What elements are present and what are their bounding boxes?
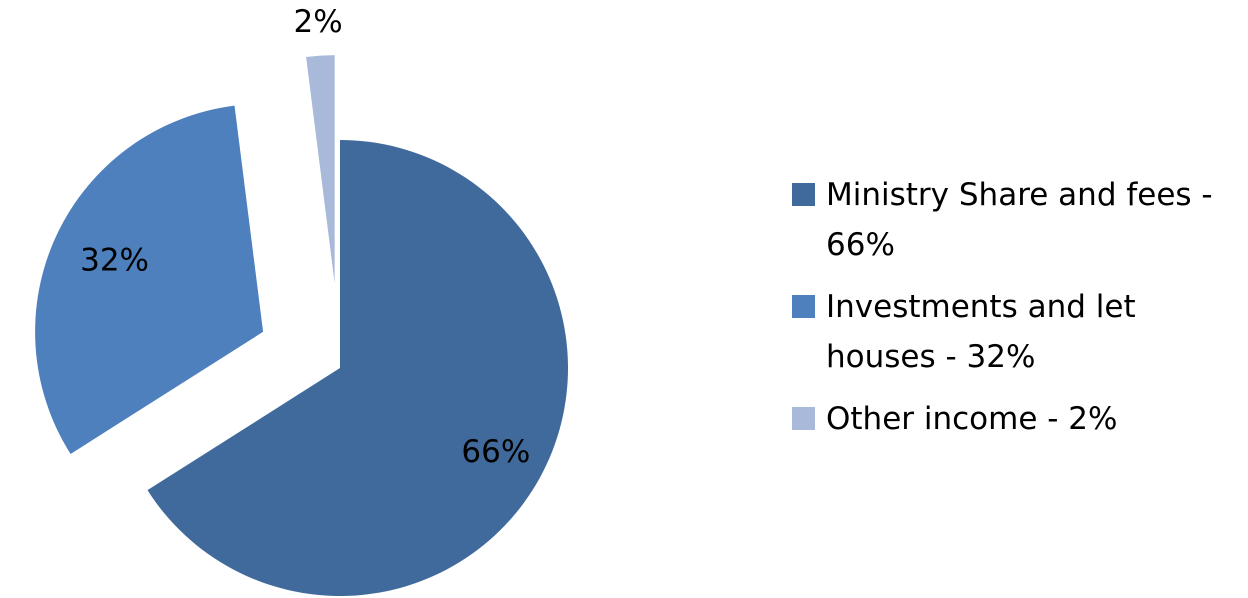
legend-label-ministry-share: Ministry Share and fees - 66% — [826, 177, 1213, 263]
pie-slice-2 — [306, 55, 335, 284]
legend-label-other-income: Other income - 2% — [826, 401, 1118, 437]
legend-item-other-income: Other income - 2% — [788, 394, 1238, 444]
legend-swatch-other-income — [792, 407, 815, 430]
pie-slice-0 — [147, 140, 569, 596]
pie-plot-area: 66% 32% 2% — [35, 4, 569, 596]
legend-swatch-investments — [792, 295, 815, 318]
legend-item-ministry-share: Ministry Share and fees - 66% — [788, 170, 1238, 270]
pie-data-label-1: 32% — [80, 242, 149, 278]
pie-slice-1 — [35, 105, 264, 454]
legend-item-investments: Investments and let houses - 32% — [788, 282, 1238, 382]
pie-data-label-2: 2% — [293, 4, 342, 40]
legend-swatch-ministry-share — [792, 183, 815, 206]
legend-label-investments: Investments and let houses - 32% — [826, 289, 1136, 375]
legend: Ministry Share and fees - 66% Investment… — [788, 170, 1238, 456]
pie-data-label-0: 66% — [461, 434, 530, 470]
